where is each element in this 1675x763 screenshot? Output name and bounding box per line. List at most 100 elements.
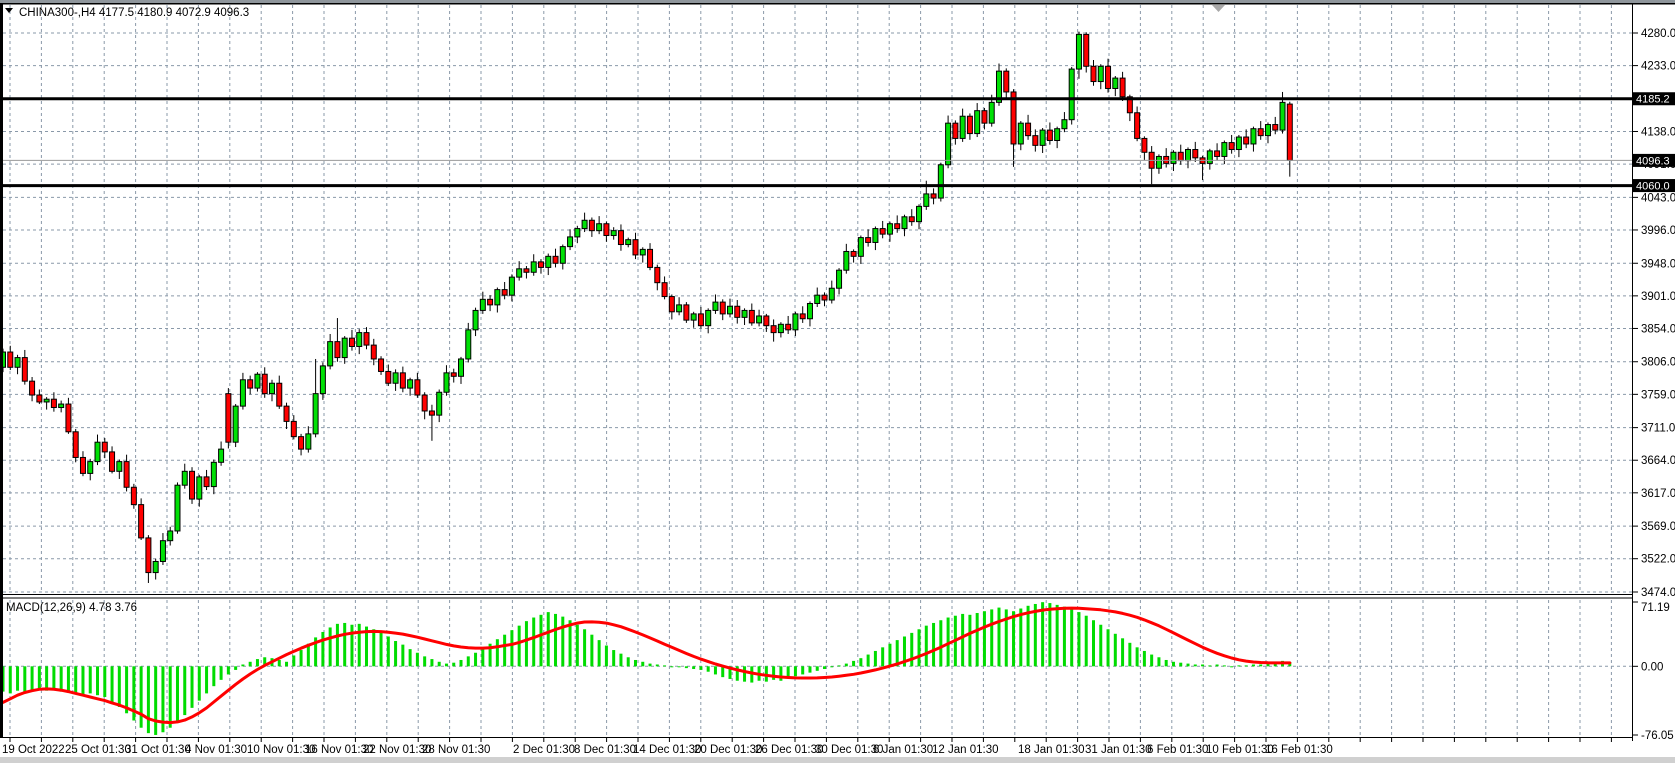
- macd-histogram-bar: [1092, 620, 1095, 667]
- bear-candle: [138, 504, 145, 539]
- current-price-badge-label: 4096.3: [1636, 155, 1670, 167]
- bear-candle: [378, 358, 385, 372]
- macd-histogram-bar: [37, 666, 41, 689]
- macd-histogram-bar: [670, 666, 674, 668]
- time-axis-label: 31 Jan 01:30: [1085, 744, 1152, 756]
- macd-histogram-bar: [1121, 638, 1125, 667]
- macd-histogram-bar: [241, 664, 245, 667]
- macd-tick-label: 0.00: [1641, 661, 1663, 673]
- bear-candle: [981, 110, 988, 124]
- chart-shift-marker[interactable]: [1212, 5, 1225, 12]
- bull-candle: [756, 315, 763, 324]
- bull-candle: [1279, 101, 1286, 131]
- bear-candle: [850, 250, 857, 257]
- bull-candle: [218, 448, 225, 463]
- macd-histogram-bar: [677, 666, 681, 668]
- bear-candle: [363, 332, 370, 346]
- bear-candle: [79, 456, 86, 474]
- macd-histogram-bar: [881, 647, 885, 667]
- macd-histogram-bar: [1251, 664, 1255, 667]
- bull-candle: [690, 313, 697, 321]
- bull-candle: [210, 461, 217, 488]
- bull-candle: [305, 433, 312, 450]
- time-axis-label: 25 Oct 01:30: [65, 744, 131, 756]
- bear-candle: [385, 370, 392, 384]
- bull-candle: [959, 115, 966, 139]
- bull-candle: [705, 309, 712, 327]
- bear-candle: [1025, 122, 1032, 137]
- bull-candle: [116, 461, 123, 472]
- macd-histogram-bar: [1041, 602, 1045, 667]
- macd-histogram-bar: [510, 630, 514, 667]
- bull-candle: [268, 382, 275, 395]
- price-tick-label: 3474.0: [1641, 587, 1675, 599]
- bear-candle: [1003, 70, 1010, 93]
- macd-histogram-bar: [248, 661, 252, 667]
- macd-histogram-bar: [786, 666, 790, 679]
- bear-candle: [785, 323, 792, 331]
- pane-separator[interactable]: [0, 594, 1632, 595]
- symbol-dropdown-icon[interactable]: [5, 8, 13, 13]
- bear-candle: [29, 380, 36, 396]
- price-tick-label: 3569.0: [1641, 521, 1675, 533]
- bull-candle: [1039, 129, 1046, 146]
- horizontal-line-objects[interactable]: [0, 97, 1632, 188]
- macd-histogram-bar: [386, 636, 390, 667]
- time-axis-label: 18 Jan 01:30: [1018, 744, 1085, 756]
- bear-candle: [421, 394, 428, 412]
- bull-candle: [1185, 149, 1192, 162]
- bull-candle: [1170, 151, 1177, 164]
- price-tick-label: 3948.0: [1641, 258, 1675, 270]
- macd-histogram-bar: [808, 666, 812, 673]
- bull-candle: [94, 441, 101, 463]
- time-axis-label: 6 Jan 01:30: [873, 744, 933, 756]
- bear-candle: [399, 372, 406, 389]
- time-axis-label: 20 Dec 01:30: [694, 744, 762, 756]
- macd-histogram-bar: [1179, 662, 1183, 667]
- bull-candle: [567, 236, 574, 248]
- bull-candle: [58, 403, 65, 409]
- bear-candle: [501, 289, 508, 296]
- bull-candle: [574, 228, 581, 238]
- bull-candle: [814, 294, 821, 304]
- price-tick-label: 3806.0: [1641, 357, 1675, 369]
- macd-histogram-bar: [219, 666, 223, 680]
- macd-histogram-bar: [823, 666, 827, 670]
- bear-candle: [966, 115, 973, 135]
- macd-histogram-bar: [1222, 665, 1226, 667]
- bear-candle: [908, 216, 915, 223]
- bear-candle: [763, 315, 770, 327]
- macd-histogram-bar: [444, 663, 448, 667]
- macd-indicator-pane[interactable]: [1, 602, 1292, 735]
- line-price-badge: [1633, 92, 1675, 106]
- candlestick-series: [0, 31, 1293, 583]
- line-price-badge-label: 4185.2: [1636, 94, 1670, 106]
- macd-histogram-bar: [437, 661, 441, 667]
- bull-candle: [901, 216, 908, 230]
- macd-histogram-bar: [873, 650, 877, 667]
- time-axis-label: 10 Feb 01:30: [1206, 744, 1274, 756]
- bull-candle: [945, 122, 952, 166]
- bear-candle: [552, 255, 559, 264]
- macd-histogram-bar: [430, 659, 434, 667]
- bear-candle: [1032, 135, 1039, 146]
- macd-histogram-bar: [1055, 604, 1059, 667]
- macd-histogram-bar: [1062, 606, 1066, 667]
- macd-histogram-bar: [52, 666, 56, 690]
- price-tick-label: 4280.0: [1641, 28, 1675, 40]
- macd-histogram-bar: [990, 609, 994, 667]
- bear-candle: [1192, 149, 1199, 159]
- axes-layer[interactable]: 4280.04233.04138.04091.04043.03996.03948…: [2, 28, 1675, 756]
- bear-candle: [668, 296, 675, 313]
- macd-histogram-bar: [939, 620, 943, 667]
- macd-histogram-bar: [30, 666, 34, 690]
- time-axis-label: 4 Nov 01:30: [185, 744, 247, 756]
- pane-separator[interactable]: [0, 597, 1632, 599]
- bear-candle: [603, 223, 610, 237]
- macd-histogram-bar: [568, 620, 572, 667]
- macd-histogram-bar: [321, 631, 325, 667]
- macd-histogram-bar: [212, 666, 216, 687]
- bull-candle: [806, 302, 813, 320]
- bear-candle: [1257, 128, 1264, 137]
